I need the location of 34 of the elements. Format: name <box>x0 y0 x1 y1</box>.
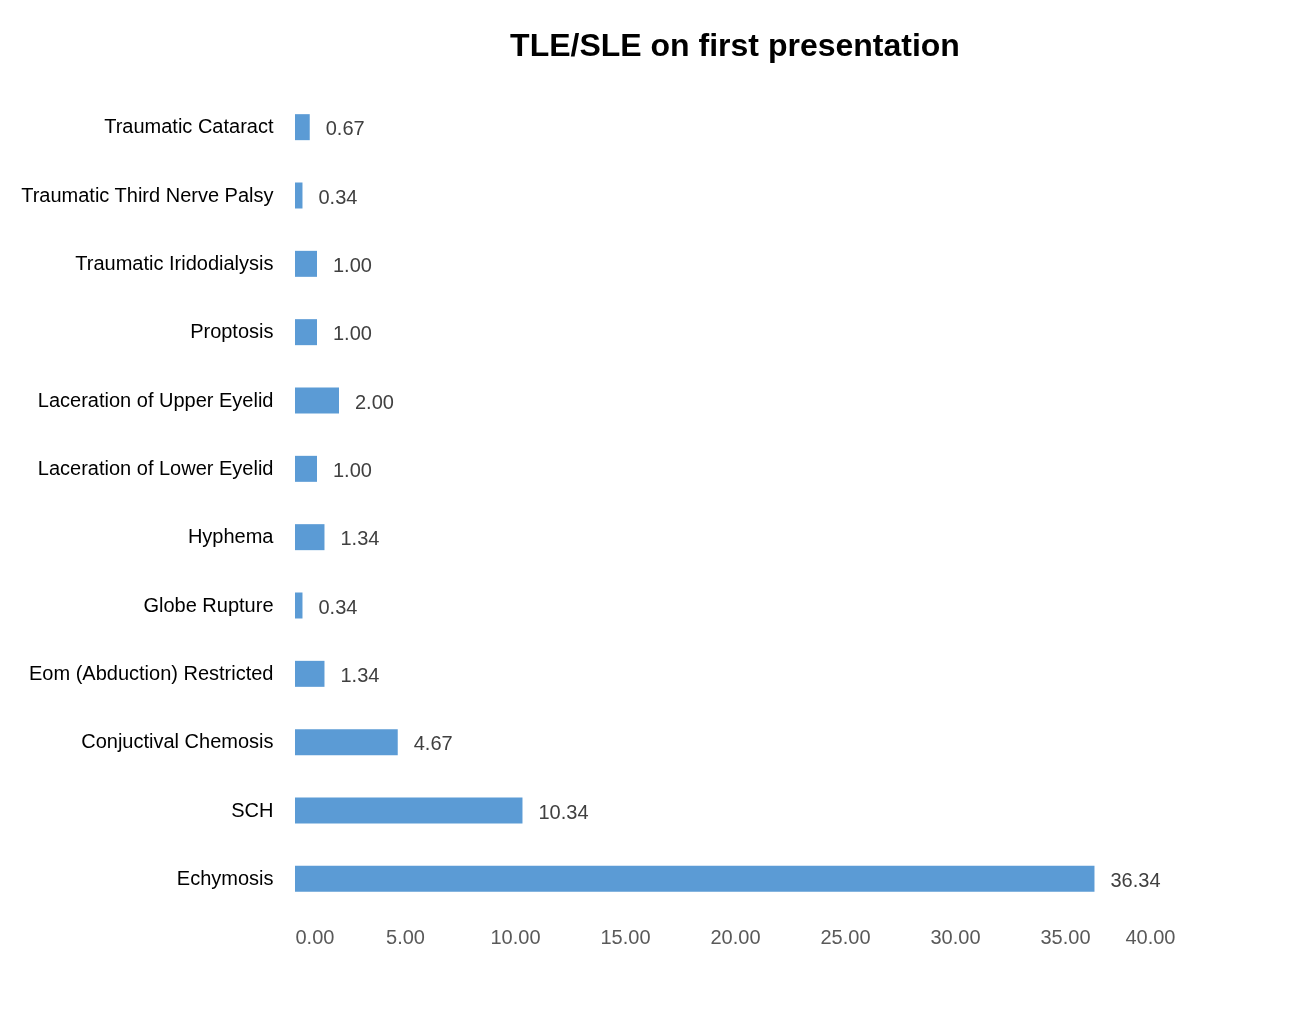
data-label: 2.00 <box>355 390 394 413</box>
y-tick-label: Conjuctival Chemosis <box>81 730 274 753</box>
x-tick-label: 30.00 <box>930 925 981 948</box>
x-tick-label: 15.00 <box>600 925 651 948</box>
y-tick-label: Globe Rupture <box>143 593 274 616</box>
chart-title: TLE/SLE on first presentation <box>510 27 960 63</box>
data-label: 1.00 <box>333 253 372 276</box>
y-tick-label: Laceration of Lower Eyelid <box>37 456 274 479</box>
y-tick-label: Hyphema <box>187 525 275 548</box>
data-label: 0.34 <box>318 185 358 208</box>
x-tick-label: 0.00 <box>295 925 335 948</box>
y-tick-label: Echymosis <box>176 866 274 889</box>
data-label: 10.34 <box>538 800 589 823</box>
data-label: 1.00 <box>333 458 372 481</box>
data-label: 1.34 <box>340 663 380 686</box>
data-label: 1.00 <box>333 322 372 345</box>
data-label: 4.67 <box>413 732 453 755</box>
y-tick-label: Traumatic Third Nerve Palsy <box>21 183 274 206</box>
y-tick-label: SCH <box>231 798 274 821</box>
y-tick-label: Proptosis <box>190 320 274 343</box>
y-tick-label: Traumatic Iridodialysis <box>75 251 274 274</box>
data-label: 0.34 <box>318 595 358 618</box>
data-label: 36.34 <box>1110 868 1161 891</box>
y-tick-label: Eom (Abduction) Restricted <box>28 661 274 684</box>
data-label: 1.34 <box>340 527 380 550</box>
x-tick-label: 35.00 <box>1040 925 1091 948</box>
x-tick-label: 20.00 <box>710 925 761 948</box>
y-tick-label: Laceration of Upper Eyelid <box>37 388 274 411</box>
y-tick-label: Traumatic Cataract <box>104 115 274 138</box>
x-tick-label: 10.00 <box>490 925 541 948</box>
data-label: 0.67 <box>325 117 365 140</box>
x-tick-label: 5.00 <box>386 925 425 948</box>
x-tick-label: 25.00 <box>820 925 871 948</box>
x-tick-label: 40.00 <box>1125 925 1176 948</box>
